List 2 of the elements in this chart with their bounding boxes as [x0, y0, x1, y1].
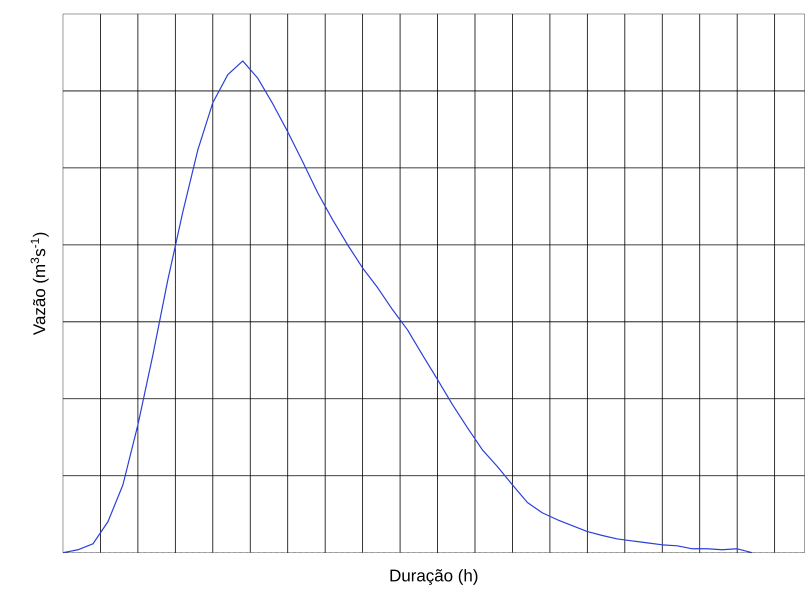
y-axis-title: Vazão (m$^{3}$s$^{-1}$): [30, 232, 49, 336]
x-axis-title: Duração (h): [390, 569, 478, 586]
